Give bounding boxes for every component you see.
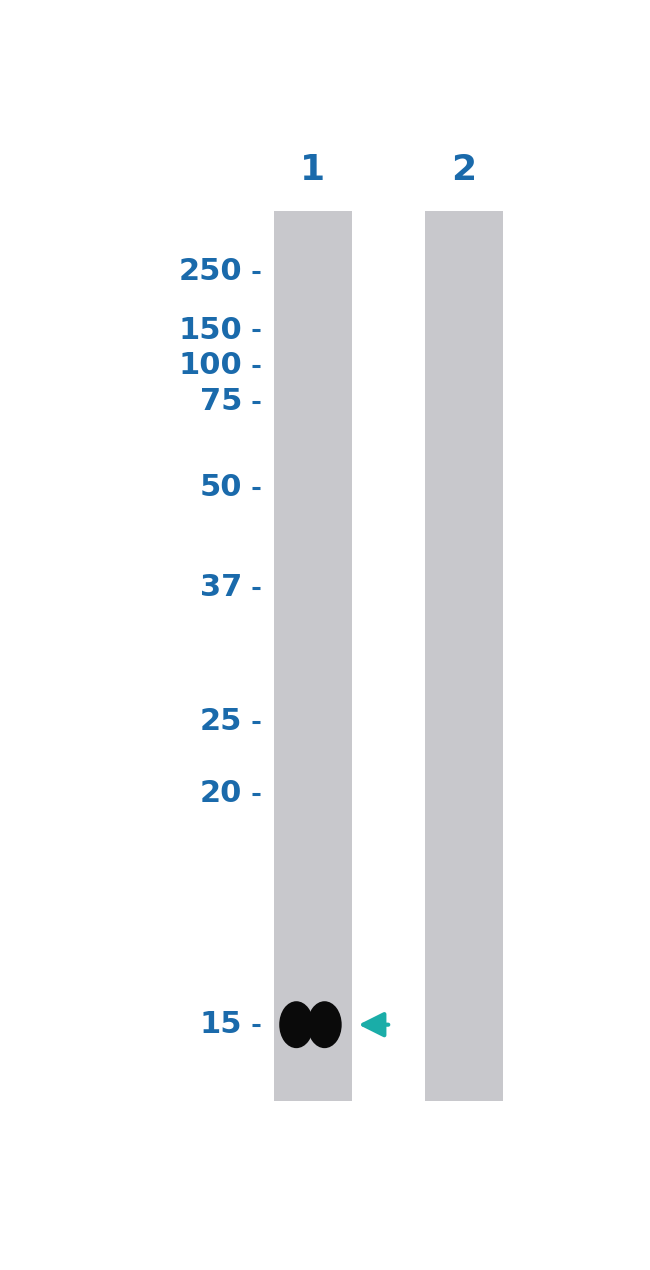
Ellipse shape — [307, 1001, 342, 1048]
Text: 15: 15 — [200, 1010, 242, 1039]
Text: 37: 37 — [200, 573, 242, 602]
Text: 150: 150 — [179, 316, 242, 345]
Bar — [274, 211, 352, 1101]
Ellipse shape — [280, 1001, 313, 1048]
Text: 1: 1 — [300, 152, 326, 187]
Text: 50: 50 — [200, 474, 242, 503]
Text: 250: 250 — [179, 258, 242, 286]
Bar — [425, 211, 503, 1101]
Text: 25: 25 — [200, 707, 242, 737]
Text: 75: 75 — [200, 387, 242, 417]
Text: 2: 2 — [452, 152, 476, 187]
Text: 20: 20 — [200, 780, 242, 809]
Text: 100: 100 — [179, 351, 242, 380]
